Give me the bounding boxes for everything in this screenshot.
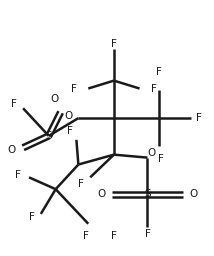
Text: F: F: [156, 67, 162, 77]
Text: S: S: [45, 131, 52, 141]
Text: O: O: [7, 145, 15, 155]
Text: F: F: [144, 229, 150, 239]
Text: F: F: [78, 179, 84, 189]
Text: F: F: [67, 126, 73, 136]
Text: O: O: [50, 94, 59, 104]
Text: O: O: [189, 189, 197, 199]
Text: F: F: [158, 154, 164, 164]
Text: F: F: [111, 39, 117, 49]
Text: O: O: [147, 148, 156, 158]
Text: F: F: [196, 113, 202, 123]
Text: F: F: [11, 99, 17, 109]
Text: O: O: [64, 111, 73, 121]
Text: F: F: [15, 170, 21, 180]
Text: F: F: [111, 231, 117, 241]
Text: S: S: [144, 189, 151, 199]
Text: F: F: [71, 83, 76, 93]
Text: F: F: [83, 231, 89, 241]
Text: O: O: [98, 189, 106, 199]
Text: F: F: [152, 83, 157, 93]
Text: F: F: [29, 212, 35, 222]
